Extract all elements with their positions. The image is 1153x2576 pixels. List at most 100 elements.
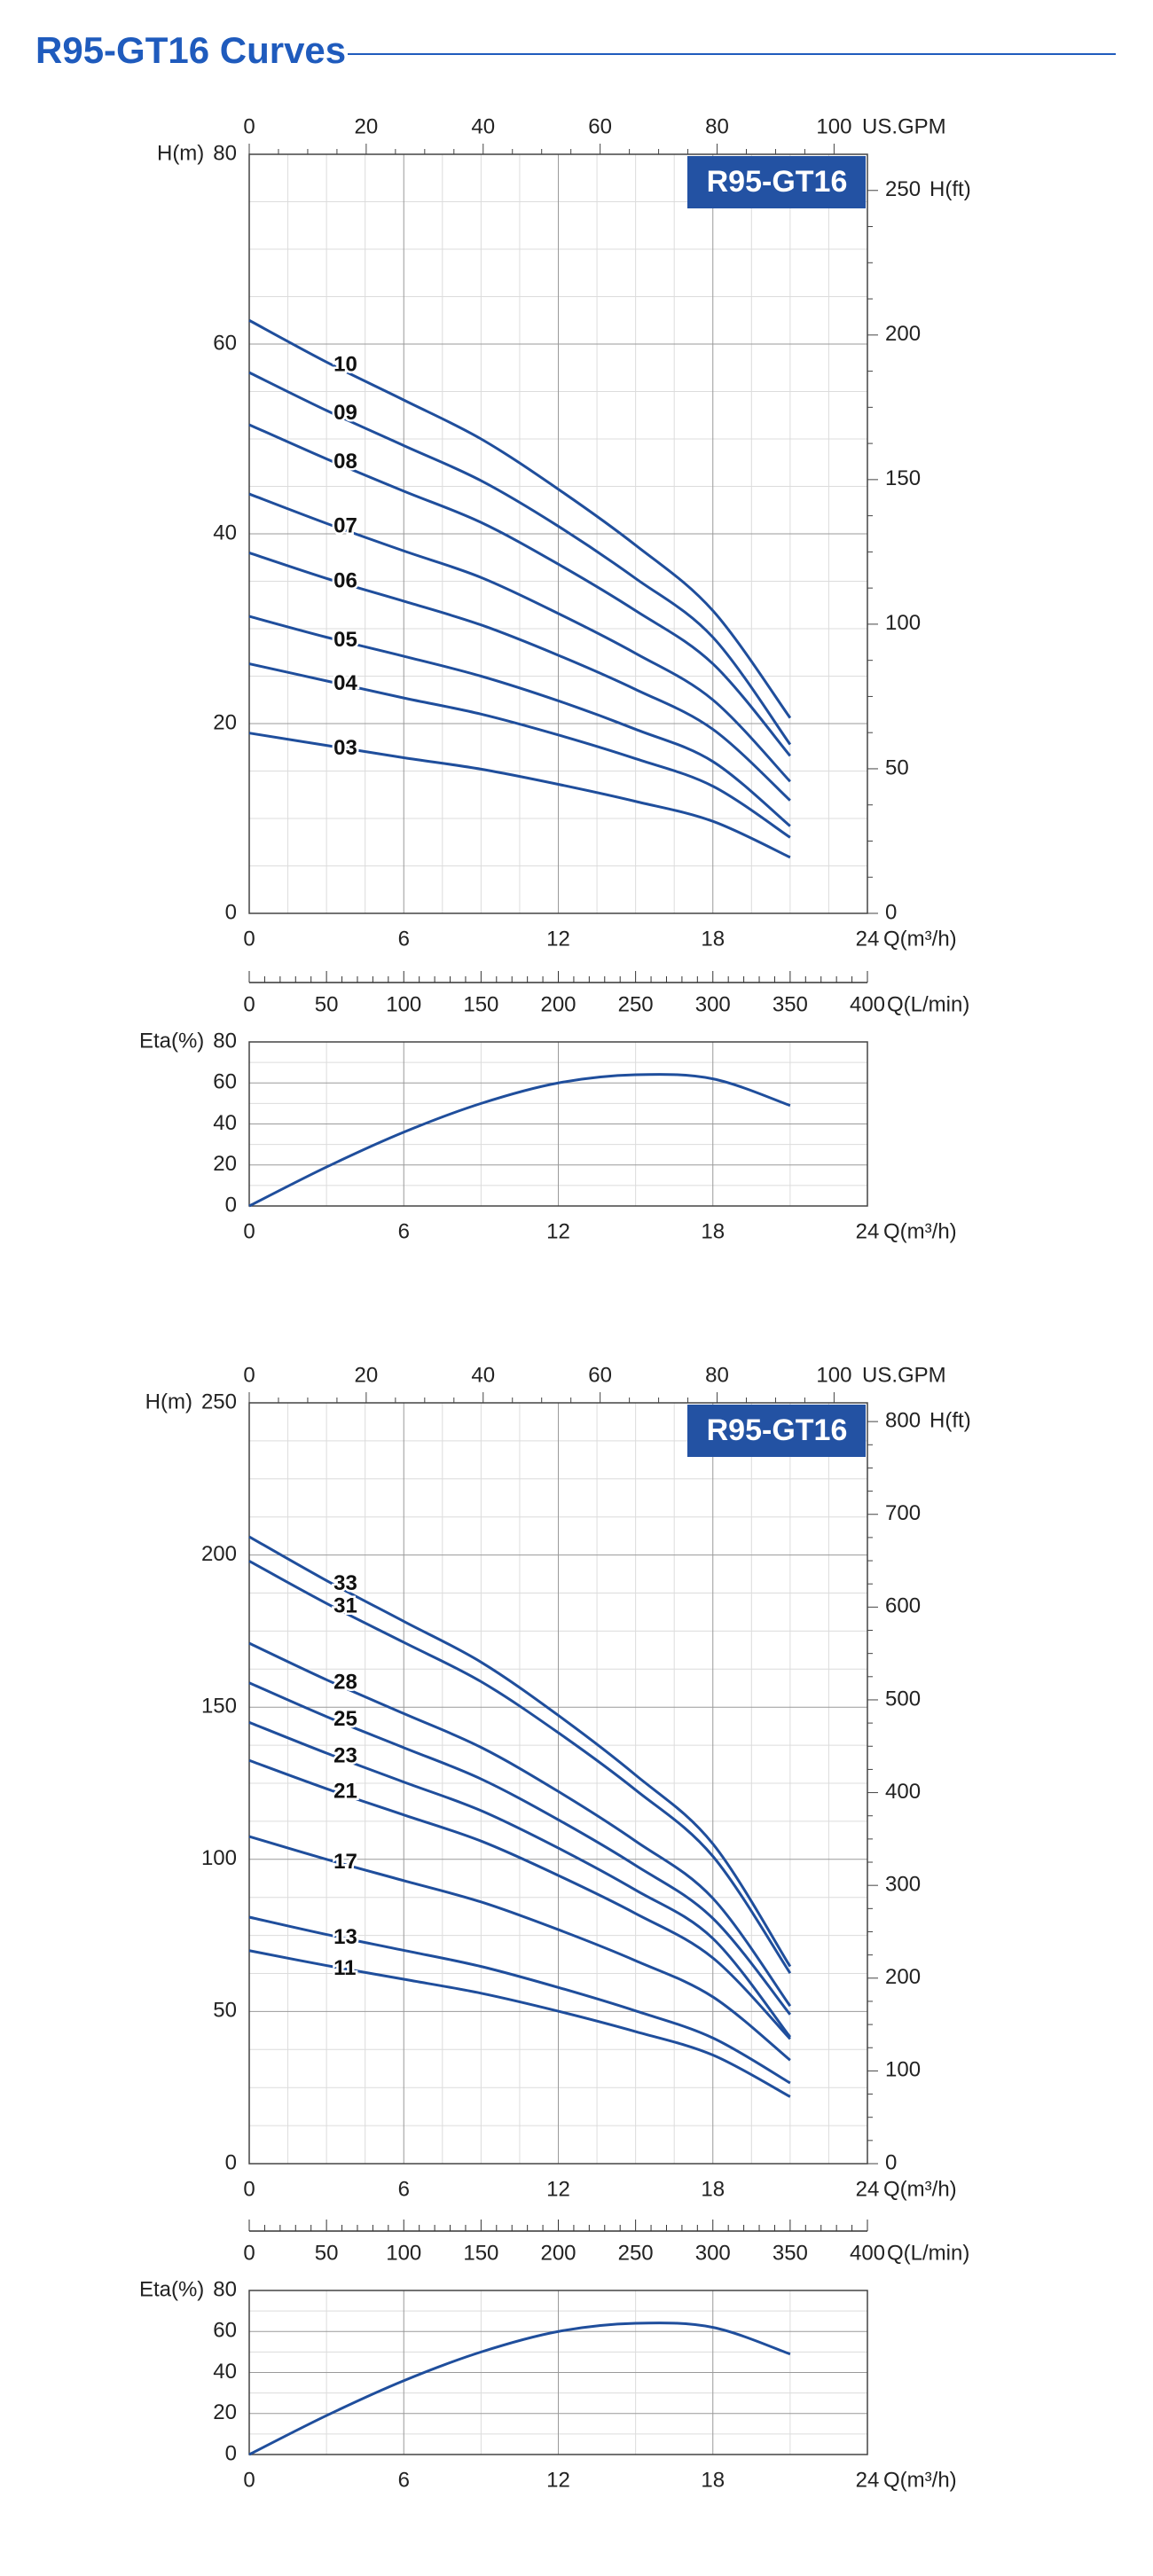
curve xyxy=(248,1681,792,2016)
x-tick-label: 24 xyxy=(856,2468,880,2492)
x-tick-label: 24 xyxy=(856,927,880,951)
x-tick-label: 6 xyxy=(398,2177,410,2201)
curve xyxy=(248,423,792,757)
y-tick-label: 0 xyxy=(225,1193,237,1217)
x2-tick-label: 0 xyxy=(243,114,255,138)
x-tick-label: 12 xyxy=(546,1219,570,1243)
x2-tick-label: 20 xyxy=(355,114,379,138)
plot-frame xyxy=(248,2290,868,2455)
y2-tick-label: 300 xyxy=(885,1873,921,1897)
plot-frame xyxy=(248,153,868,914)
x-axis-label: Q(L/min) xyxy=(887,2241,969,2265)
curve-label: 07 xyxy=(333,514,357,538)
y2-tick-label: 100 xyxy=(885,2058,921,2082)
x2-tick-label: 60 xyxy=(588,1363,612,1387)
x2-tick-label: 40 xyxy=(471,1363,495,1387)
x2-tick-label: 40 xyxy=(471,114,495,138)
y-tick-label: 60 xyxy=(213,1070,237,1094)
y-tick-label: 80 xyxy=(213,1029,237,1053)
x2-tick-label: 100 xyxy=(816,1363,851,1387)
y2-tick-label: 150 xyxy=(885,466,921,490)
y-tick-label: 40 xyxy=(213,2360,237,2384)
curve-label: 23 xyxy=(333,1743,357,1767)
x-tick-label: 18 xyxy=(701,2177,725,2201)
curve xyxy=(248,662,791,839)
y-tick-label: 80 xyxy=(213,141,237,165)
x-axis-label: Q(m³/h) xyxy=(883,2177,957,2201)
x-tick-label: 100 xyxy=(386,2241,421,2265)
page-title: R95-GT16 Curves xyxy=(35,29,346,71)
x-tick-label: 50 xyxy=(315,2241,339,2265)
x-axis-label: Q(m³/h) xyxy=(883,927,957,951)
x2-tick-label: 60 xyxy=(588,114,612,138)
x-axis-label: Q(m³/h) xyxy=(883,1219,957,1243)
y-axis-label: H(m) xyxy=(145,1390,192,1413)
x-tick-label: 350 xyxy=(773,2241,808,2265)
y2-tick-label: 50 xyxy=(885,756,909,779)
x-tick-label: 24 xyxy=(856,2177,880,2201)
x-tick-label: 18 xyxy=(701,1219,725,1243)
y2-tick-label: 200 xyxy=(885,322,921,346)
y-tick-label: 20 xyxy=(213,2400,237,2424)
y2-tick-label: 400 xyxy=(885,1780,921,1804)
curve-label: 33 xyxy=(333,1571,357,1595)
curve xyxy=(248,1560,792,1974)
x-tick-label: 12 xyxy=(546,2468,570,2492)
curve-label: 11 xyxy=(333,1956,356,1980)
curve xyxy=(248,492,791,783)
x-tick-label: 0 xyxy=(243,1219,255,1243)
badge-text: R95-GT16 xyxy=(707,165,848,199)
x-axis-label: Q(m³/h) xyxy=(883,2468,957,2492)
y-tick-label: 50 xyxy=(213,1999,237,2023)
curve xyxy=(248,318,792,719)
y-axis-label: H(m) xyxy=(157,141,204,165)
curve xyxy=(248,1720,792,2039)
plot-frame xyxy=(248,1402,868,2165)
x2-tick-label: 20 xyxy=(355,1363,379,1387)
y2-tick-label: 0 xyxy=(885,900,897,924)
y-tick-label: 150 xyxy=(201,1695,237,1719)
x-axis-label: Q(L/min) xyxy=(887,992,969,1016)
plot-frame xyxy=(248,1041,868,1207)
y2-tick-label: 100 xyxy=(885,611,921,635)
x-tick-label: 150 xyxy=(463,2241,498,2265)
y2-tick-label: 200 xyxy=(885,1965,921,1989)
curve xyxy=(248,2322,791,2456)
x-tick-label: 0 xyxy=(243,2177,255,2201)
x-tick-label: 250 xyxy=(618,2241,654,2265)
x-tick-label: 250 xyxy=(618,992,654,1016)
y-tick-label: 60 xyxy=(213,331,237,355)
x2-tick-label: 0 xyxy=(243,1363,255,1387)
x-tick-label: 12 xyxy=(546,927,570,951)
curve xyxy=(248,1915,791,2085)
curve-label: 13 xyxy=(333,1925,357,1949)
x-tick-label: 18 xyxy=(701,927,725,951)
curve-label: 28 xyxy=(333,1671,357,1695)
y2-axis-label: H(ft) xyxy=(929,177,971,201)
x-tick-label: 18 xyxy=(701,2468,725,2492)
y-tick-label: 200 xyxy=(201,1542,237,1566)
x-tick-label: 200 xyxy=(540,992,576,1016)
curve-label: 25 xyxy=(333,1707,357,1731)
x-tick-label: 0 xyxy=(243,2241,255,2265)
y2-tick-label: 800 xyxy=(885,1408,921,1432)
y-axis-label: Eta(%) xyxy=(139,2277,204,2301)
x-tick-label: 350 xyxy=(773,992,808,1016)
curve-label: 10 xyxy=(333,353,357,377)
x-tick-label: 400 xyxy=(850,992,885,1016)
curve xyxy=(248,551,791,802)
curve-label: 08 xyxy=(333,450,357,474)
y2-tick-label: 500 xyxy=(885,1687,921,1711)
x2-axis-label: US.GPM xyxy=(862,114,946,138)
x-tick-label: 12 xyxy=(546,2177,570,2201)
curve-label: 09 xyxy=(333,401,357,425)
y2-tick-label: 0 xyxy=(885,2150,897,2174)
x-tick-label: 0 xyxy=(243,2468,255,2492)
curve-label: 03 xyxy=(333,736,357,760)
curve-label: 04 xyxy=(333,671,357,695)
y-tick-label: 0 xyxy=(225,2441,237,2465)
y-tick-label: 250 xyxy=(201,1390,237,1413)
y-tick-label: 100 xyxy=(201,1846,237,1870)
x-tick-label: 6 xyxy=(398,1219,410,1243)
y-tick-label: 40 xyxy=(213,521,237,544)
